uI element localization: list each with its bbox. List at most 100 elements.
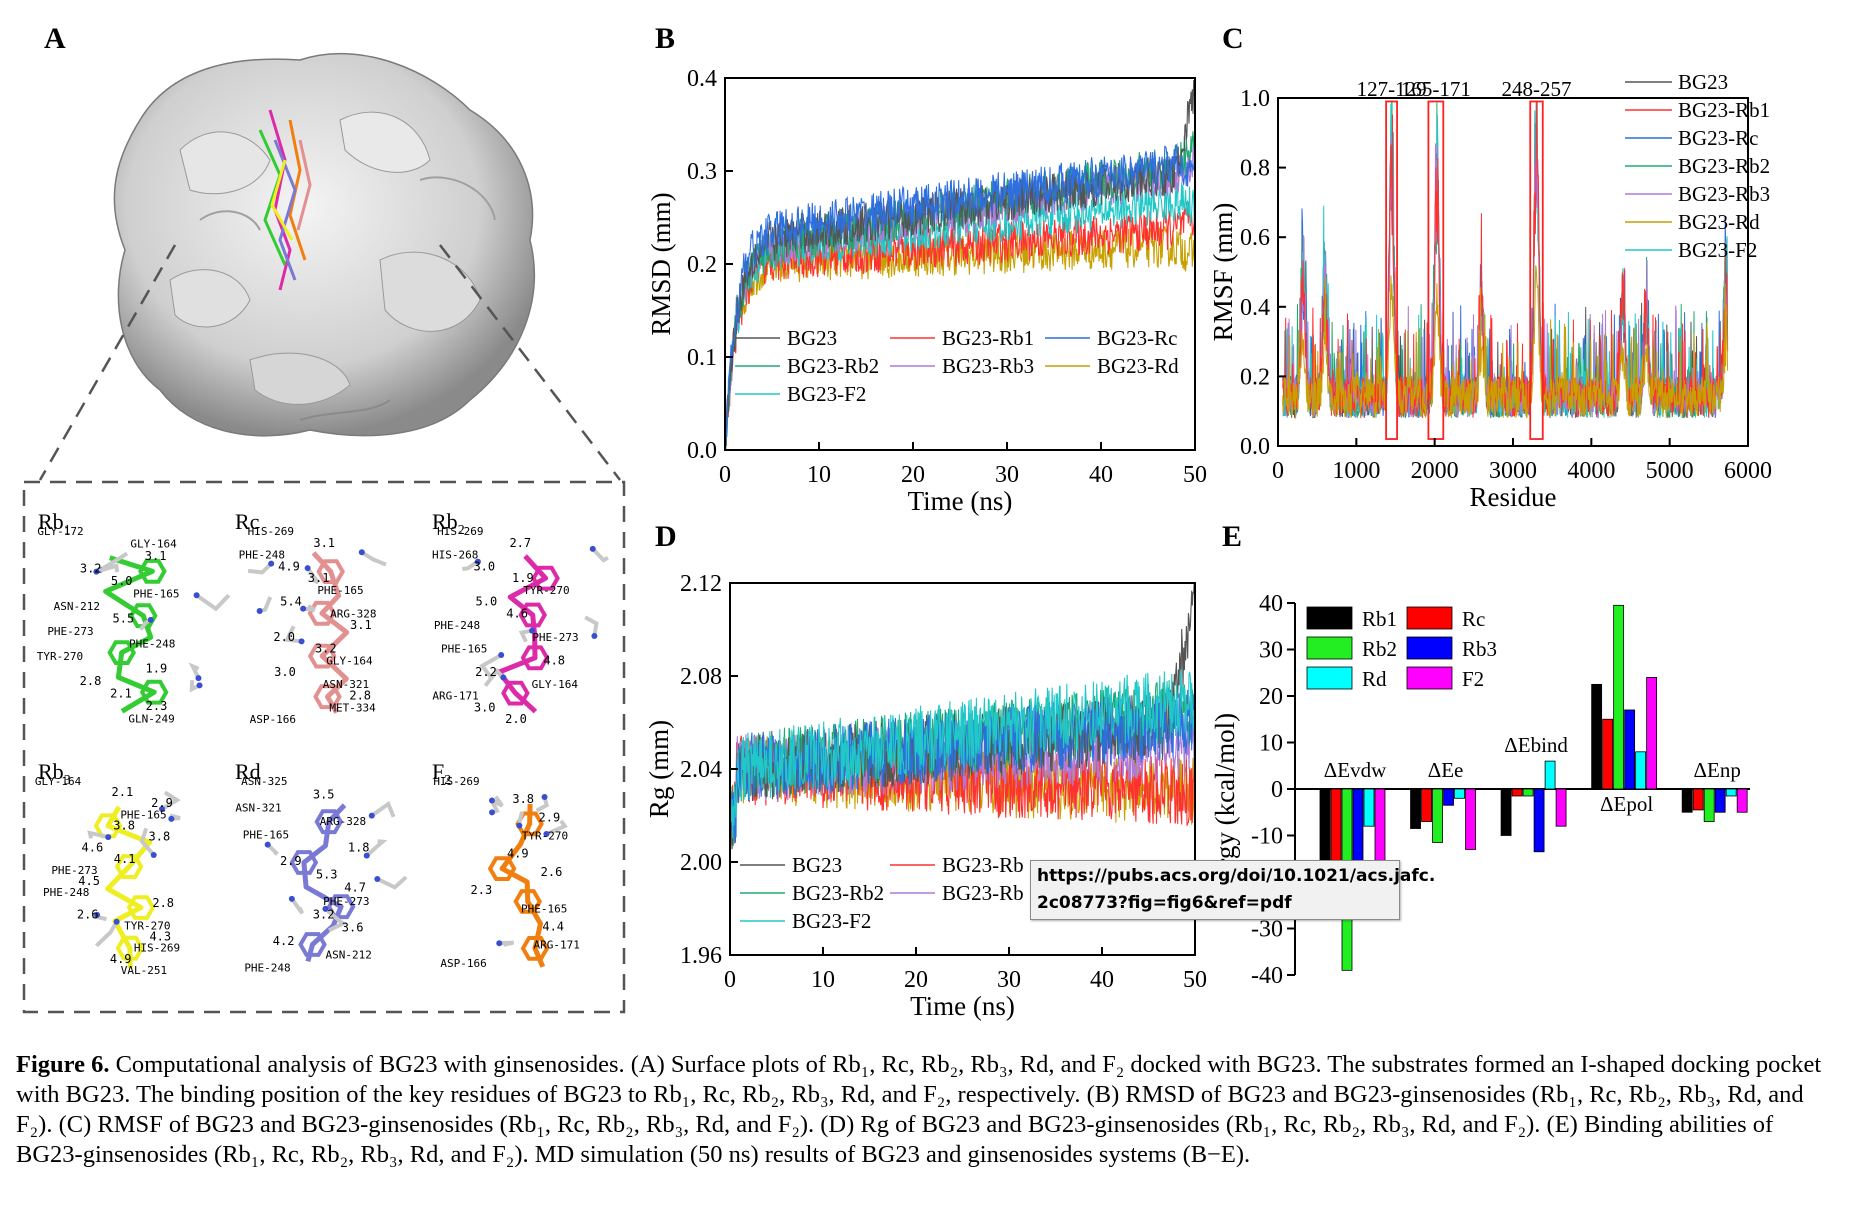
y-tick-label: 0.0 [687,438,717,464]
y-tick-label: 30 [1259,638,1283,664]
residue-stick [160,790,181,811]
distance-label: 5.0 [476,595,498,609]
residue-stick [188,662,201,679]
x-tick-label: 1000 [1332,458,1380,484]
legend-label: BG23-Rb3 [1678,182,1770,206]
bar-rd [1454,788,1465,799]
x-tick-label: 5000 [1646,458,1694,484]
distance-label: 2.3 [471,883,493,897]
residue-label: PHE-273 [47,625,93,638]
x-tick-label: 0 [1272,458,1284,484]
nitrogen-atom [358,549,365,556]
residue-label: ASN-212 [54,600,100,613]
residue-label: MET-334 [329,702,376,715]
nitrogen-atom [529,627,536,634]
highlight-box [1529,100,1544,440]
distance-label: 3.0 [274,665,296,679]
ligand-ring [314,809,344,835]
nitrogen-atom [168,815,175,822]
bar-rb2 [1703,788,1715,822]
residue-label: PHE-273 [323,895,369,908]
nitrogen-atom [500,674,507,681]
residue-label: ASN-321 [235,802,281,815]
distance-label: 5.5 [113,612,135,626]
y-tick-label: 0.2 [1240,364,1270,390]
ligand-cell-rb3: Rb3GLY-1642.12.9PHE-1653.83.84.64.1PHE-2… [35,759,181,977]
bar-rd [1725,788,1737,797]
ligand-ring [501,680,530,706]
distance-label: 3.1 [145,549,167,563]
nitrogen-atom [304,565,311,572]
tooltip-line-1: https://pubs.acs.org/doi/10.1021/acs.jaf… [1037,866,1436,886]
residue-label: TYR-270 [37,650,83,663]
distance-label: 2.8 [152,896,174,910]
distance-label: 2.9 [280,854,302,868]
residue-label: ASN-212 [326,948,372,961]
legend-swatch [1406,636,1453,660]
distance-label: 2.0 [505,712,527,726]
legend-label: BG23-Rc [1678,126,1759,150]
distance-label: 2.1 [110,687,132,701]
distance-label: 3.2 [315,642,337,656]
panel-letter-b: B [655,22,676,55]
y-axis-label: RMSD (mm) [646,192,676,335]
residue-label: PHE-165 [120,808,166,821]
ligand-ring [115,935,145,961]
x-tick-label: 2000 [1411,458,1459,484]
bar-rb3 [1714,788,1726,813]
nitrogen-atom [541,794,548,801]
legend-label: BG23-Rd [1678,210,1760,234]
residue-label: HIS-269 [248,525,294,538]
residue-stick [584,615,599,637]
y-tick-label: 2.08 [680,664,722,690]
ligand-ring [307,600,337,626]
x-tick-label: 20 [901,462,925,488]
x-tick-label: 4000 [1567,458,1615,484]
nitrogen-atom [496,940,503,947]
nitrogen-atom [196,682,203,689]
ligand-ring [93,813,123,839]
residue-label: GLY-164 [130,538,177,551]
ligand-cell-f2: F2HIS-2693.82.9TYR-2704.92.62.3PHE-1654.… [432,759,580,970]
bar-rb1 [1500,788,1512,836]
nitrogen-atom [300,605,307,612]
distance-label: 4.9 [110,952,132,966]
series-line-bg23 [725,79,1195,450]
ligand-molecule-f2 [499,803,546,968]
caption-text: Computational analysis of BG23 with gins… [16,1051,1822,1168]
highlight-box [1385,100,1398,440]
legend-label: BG23 [792,853,842,877]
distance-label: 4.6 [506,606,528,620]
residue-stick [87,830,109,840]
y-tick-label: 0.3 [687,159,717,185]
legend-label: BG23-Rb1 [942,326,1034,350]
panel-letter-a: A [44,22,66,55]
nitrogen-atom [488,797,495,804]
distance-label: 2.7 [509,536,531,550]
y-tick-label: 0.0 [1240,434,1270,460]
distance-label: 4.9 [278,559,300,573]
y-axis-label: Rg (mm) [644,720,674,818]
y-tick-label: 2.12 [680,571,722,597]
legend-swatch [1406,666,1453,690]
distance-label: 4.6 [82,841,104,855]
nitrogen-atom [113,918,120,925]
category-label: ΔEnp [1694,758,1741,782]
residue-label: TYR-270 [124,919,170,932]
bar-rc [1511,788,1523,797]
residue-label: GLY-164 [532,678,579,691]
x-axis-label: Time (ns) [908,486,1013,516]
residue-stick [139,827,156,857]
y-tick-label: 10 [1259,731,1283,757]
distance-label: 3.1 [350,618,372,632]
distance-label: 2.9 [151,796,173,810]
residue-label: TYR-270 [523,584,569,597]
x-tick-label: 40 [1089,462,1113,488]
series-line-bg23-rd [1282,265,1729,419]
residue-label: ASP-166 [250,713,296,726]
protein-surface [113,52,536,437]
residue-label: ARG-171 [432,690,478,703]
ligand-ring [513,889,543,914]
